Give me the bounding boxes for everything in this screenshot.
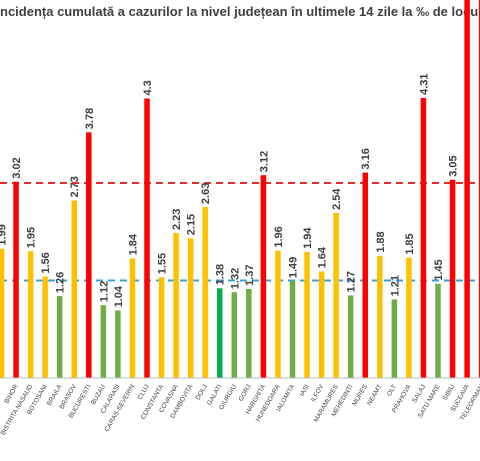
data-label: 1.64 — [317, 246, 329, 268]
data-label: 2.23 — [171, 209, 183, 230]
bar — [362, 172, 368, 378]
data-label: 1.88 — [375, 231, 387, 252]
data-label: 1.96 — [273, 226, 285, 247]
bar — [420, 97, 427, 378]
data-label: 1.49 — [288, 257, 300, 278]
bar — [435, 283, 441, 378]
bar — [13, 181, 19, 378]
data-label: 2.15 — [186, 214, 198, 235]
bar — [406, 257, 412, 378]
data-label: 2.63 — [200, 183, 212, 204]
data-label: 3.78 — [84, 108, 96, 129]
bar — [275, 250, 281, 378]
data-label: 1.04 — [113, 285, 125, 307]
data-label: 4.31 — [418, 73, 430, 94]
bar — [158, 277, 165, 378]
bar — [100, 305, 107, 378]
data-label: 1.56 — [40, 252, 52, 273]
bar — [464, 0, 470, 378]
data-label: 1.45 — [433, 259, 445, 280]
tick-label: CLUJ — [137, 384, 151, 402]
bar — [318, 271, 325, 378]
bar — [231, 292, 238, 378]
bar — [217, 288, 223, 378]
bar — [449, 179, 456, 378]
data-label: 1.27 — [346, 271, 358, 292]
bar — [246, 288, 252, 378]
bar — [347, 295, 354, 378]
data-label: 1.37 — [244, 265, 256, 286]
bar — [56, 296, 63, 378]
data-label: 1.99 — [0, 224, 9, 245]
bar — [202, 207, 208, 378]
data-label: 2.54 — [331, 188, 343, 210]
bar — [0, 248, 5, 378]
bar — [260, 175, 267, 378]
bar — [377, 255, 383, 378]
bar — [391, 299, 398, 378]
bar — [71, 200, 77, 378]
data-label: 1.95 — [26, 227, 38, 248]
tick-label: OLT — [386, 383, 398, 397]
bar — [27, 251, 34, 378]
data-label: 1.26 — [55, 272, 67, 293]
bar — [115, 310, 121, 378]
data-label: 2.73 — [69, 176, 81, 197]
tick-label: SIBIU — [442, 383, 457, 401]
tick-label: DOLJ — [195, 384, 209, 402]
data-label: 1.21 — [389, 275, 401, 296]
data-label: 1.85 — [404, 233, 416, 254]
data-label: 1.55 — [157, 253, 169, 274]
data-label: 4.3 — [142, 80, 154, 95]
bar — [289, 281, 296, 378]
bar — [42, 276, 48, 378]
bar — [304, 251, 310, 378]
bar — [187, 238, 194, 378]
tick-label: GORJ — [237, 384, 252, 403]
bar — [173, 233, 179, 378]
tick-label: IASI — [299, 383, 311, 397]
data-label: 3.12 — [258, 151, 270, 172]
data-label: 1.84 — [127, 233, 139, 255]
data-label: 3.05 — [448, 155, 460, 176]
bar — [144, 98, 150, 378]
data-label: 3.02 — [11, 157, 23, 178]
data-label: 3.16 — [360, 148, 372, 169]
data-label: 1.12 — [98, 281, 110, 302]
chart-title: ncidența cumulată a cazurilor la nivel j… — [0, 4, 479, 19]
bar — [333, 212, 339, 378]
data-label: 1.38 — [215, 264, 227, 285]
bar — [478, 0, 480, 378]
bar — [86, 132, 92, 378]
data-label: 1.32 — [229, 268, 241, 289]
bar — [129, 258, 136, 378]
data-label: 1.94 — [302, 227, 314, 249]
